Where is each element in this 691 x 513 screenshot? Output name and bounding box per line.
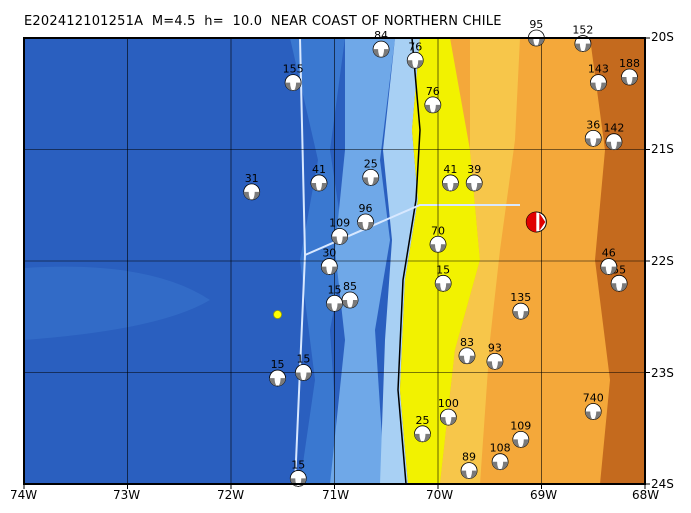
beachball-compression [243, 191, 260, 200]
lat-label-22s: 22S [651, 254, 674, 268]
beachball-label: 109 [329, 216, 350, 229]
event-beachball-quadrant [526, 211, 537, 232]
map-title: E202412101251A M=4.5 h= 10.0 NEAR COAST … [24, 14, 502, 29]
beachball-compression [442, 182, 459, 191]
beachball-label: 30 [322, 247, 336, 260]
beachball-compression [357, 221, 374, 230]
beachball-label: 25 [364, 157, 378, 170]
lon-label-69w: 69W [530, 488, 558, 502]
beachball-compression [605, 141, 622, 150]
beachball-label: 740 [583, 392, 604, 405]
beachball-label: 36 [586, 118, 600, 131]
beachball-label: 108 [490, 442, 511, 455]
beachball-label: 188 [619, 57, 640, 70]
beachball-compression [458, 355, 475, 364]
beachball-label: 93 [488, 341, 502, 354]
beachball-compression [331, 236, 348, 245]
beachball-compression [407, 60, 424, 69]
beachball-compression [512, 311, 529, 320]
beachball-label: 135 [510, 291, 531, 304]
lon-label-72w: 72W [217, 488, 245, 502]
lat-label-24s: 24S [651, 477, 674, 491]
beachball-compression [585, 138, 602, 147]
beachball-label: 95 [529, 18, 543, 31]
beachball-compression [590, 82, 607, 91]
beachball-compression [285, 82, 302, 91]
beachball-label: 83 [460, 336, 474, 349]
beachball-label: 15 [436, 263, 450, 276]
beachball-compression [362, 177, 379, 186]
beachball-compression [528, 38, 545, 46]
lon-label-70w: 70W [426, 488, 454, 502]
beachball-compression [574, 43, 591, 52]
beachball-label: 15 [291, 458, 305, 471]
beachball-compression [440, 417, 457, 426]
beachball-compression [621, 77, 638, 86]
lat-label-21s: 21S [651, 142, 674, 156]
beachball-label: 41 [443, 163, 457, 176]
event-beachball-quadrant [539, 212, 546, 231]
beachball-compression [321, 266, 338, 275]
beachball-compression [373, 49, 390, 58]
beachball-compression [430, 244, 446, 253]
beachball-label: 31 [245, 172, 259, 185]
beachball-compression [424, 104, 441, 113]
beachball-label: 85 [343, 280, 357, 293]
beachball-label: 152 [572, 24, 593, 37]
lat-label-20s: 20S [651, 30, 674, 44]
lon-label-68w: 68W [632, 488, 660, 502]
beachball-label: 39 [467, 163, 481, 176]
lat-label-23s: 23S [651, 366, 674, 380]
beachball-label: 109 [510, 419, 531, 432]
beachball-compression [342, 300, 359, 309]
beachball-label: 70 [431, 224, 445, 237]
beachball-compression [295, 372, 312, 381]
beachball-label: 15 [296, 353, 310, 366]
beachball-label: 155 [283, 63, 304, 76]
beachball-label: 76 [426, 85, 440, 98]
epicenter-dot [273, 310, 282, 319]
beachball-label: 89 [462, 451, 476, 464]
beachball-label: 15 [328, 283, 342, 296]
beachball-compression [269, 378, 286, 387]
beachball-compression [326, 303, 343, 312]
beachball-label: 100 [438, 397, 459, 410]
beachball-compression [466, 182, 483, 191]
coastline [397, 38, 421, 484]
beachball-compression [512, 439, 529, 448]
beachball-compression [414, 433, 431, 442]
lon-label-71w: 71W [322, 488, 350, 502]
beachball-label: 96 [359, 202, 373, 215]
beachball-compression [486, 361, 503, 370]
beachball-compression [461, 470, 478, 479]
beachball-compression [492, 461, 509, 470]
lon-label-74w: 74W [10, 488, 38, 502]
beachball-label: 84 [374, 29, 388, 42]
beachball-compression [600, 266, 617, 275]
beachball-label: 15 [271, 358, 285, 371]
beachball-compression [611, 283, 628, 292]
beachball-label: 76 [408, 40, 422, 53]
beachball-label: 143 [588, 63, 609, 76]
beachball-compression [585, 411, 602, 420]
beachball-label: 142 [603, 122, 624, 135]
lon-label-73w: 73W [113, 488, 141, 502]
beachball-label: 41 [312, 163, 326, 176]
beachball-compression [310, 182, 327, 191]
beachball-label: 25 [415, 414, 429, 427]
beachball-compression [435, 283, 452, 292]
beachball-label: 46 [602, 247, 616, 260]
abyssal-patch [24, 266, 210, 340]
